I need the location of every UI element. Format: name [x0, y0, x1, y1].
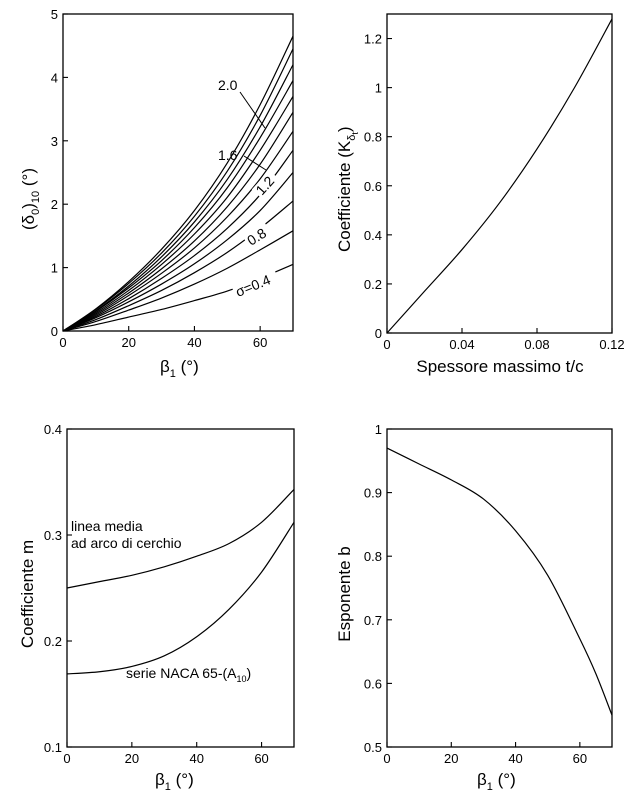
chart-ktc-curves [386, 18, 613, 334]
chart-m-ytick-label: 0.4 [44, 422, 62, 437]
chart-m-ticks: 0 20 40 60 0.1 0.2 0.3 0.4 [44, 422, 269, 766]
chart-delta-series-8 [62, 80, 294, 332]
chart-b-ytick-label: 0.7 [364, 613, 382, 628]
chart-m-ytick-label: 0.2 [44, 634, 62, 649]
annotation-naca: serie NACA 65-(A10) [126, 665, 251, 684]
chart-b-ytick-label: 1 [375, 422, 382, 437]
chart-ktc: 0 0.04 0.08 0.12 0 0.2 0.4 0.6 0.8 1 1.2 Spessore … [335, 13, 625, 376]
chart-b-ytick-label: 0.5 [364, 740, 382, 755]
annotation-sigma-0-4: σ=0.4 [233, 271, 273, 300]
chart-delta-series-9 [62, 64, 294, 332]
chart-delta-series-5 [62, 130, 294, 332]
chart-delta-xtick-label: 0 [59, 335, 66, 350]
chart-b-xtick-label: 60 [573, 751, 587, 766]
chart-m-xtick-label: 20 [125, 751, 139, 766]
chart-ktc-xtick-label: 0.12 [599, 337, 624, 352]
chart-m-frame [66, 428, 295, 748]
chart-delta-frame [62, 13, 294, 332]
annotation-leader-2-0 [239, 91, 266, 129]
chart-m-curves [66, 488, 295, 675]
chart-delta-ytick-label: 4 [51, 70, 58, 85]
chart-ktc-ytick-label: 1.2 [364, 32, 382, 47]
chart-ktc-xtick-label: 0 [383, 337, 390, 352]
annotation-arc-line-1: linea media [71, 518, 143, 534]
chart-m-xtick-label: 60 [254, 751, 268, 766]
chart-delta-ytick-label: 0 [51, 324, 58, 339]
chart-m-series-1 [66, 521, 295, 675]
chart-ktc-series-0 [386, 18, 613, 334]
chart-m-ytick-label: 0.3 [44, 528, 62, 543]
chart-b-curves [386, 447, 613, 716]
chart-ktc-ticks: 0 0.04 0.08 0.12 0 0.2 0.4 0.6 0.8 1 1.2 [364, 32, 625, 352]
chart-delta-ytick-label: 1 [51, 261, 58, 276]
chart-delta-series-4 [62, 149, 294, 332]
chart-ktc-ylabel: Coefficiente (Kδt) [335, 126, 360, 252]
chart-ktc-ytick-label: 0.8 [364, 130, 382, 145]
chart-b-ylabel: Esponente b [335, 546, 354, 641]
chart-ktc-ytick-label: 0.4 [364, 228, 382, 243]
chart-ktc-xtick-label: 0.08 [524, 337, 549, 352]
annotation-sigma-2-0: 2.0 [218, 77, 238, 93]
chart-delta-xtick-label: 20 [121, 335, 135, 350]
chart-b-xtick-label: 20 [444, 751, 458, 766]
chart-m-xtick-label: 0 [63, 751, 70, 766]
chart-b-xtick-label: 40 [508, 751, 522, 766]
chart-ktc-xlabel: Spessore massimo t/c [416, 357, 584, 376]
chart-m-xtick-label: 40 [189, 751, 203, 766]
chart-delta-series-6 [62, 111, 294, 332]
annotation-arc-line-2: ad arco di cerchio [71, 535, 182, 551]
chart-b-ytick-label: 0.8 [364, 549, 382, 564]
chart-m: 0 20 40 60 0.1 0.2 0.3 0.4 β1 (°) Coefficiente … [18, 422, 295, 793]
chart-b-frame [386, 428, 613, 748]
chart-b-xlabel: β1 (°) [477, 770, 516, 793]
chart-m-series-0 [66, 488, 295, 589]
chart-ktc-ytick-label: 0.6 [364, 179, 382, 194]
chart-m-ylabel: Coefficiente m [18, 540, 37, 648]
chart-b-ytick-label: 0.6 [364, 676, 382, 691]
chart-b-ticks: 0 20 40 60 0.5 0.6 0.7 0.8 0.9 1 [364, 422, 587, 766]
chart-delta-ytick-label: 2 [51, 197, 58, 212]
chart-delta-ytick-label: 5 [51, 7, 58, 22]
chart-b-series-0 [386, 447, 613, 716]
chart-delta-xtick-label: 60 [253, 335, 267, 350]
chart-delta-curves [62, 35, 294, 332]
annotation-leader-1-6 [243, 155, 267, 171]
annotation-sigma-1-6: 1.6 [218, 147, 238, 163]
chart-m-ytick-label: 0.1 [44, 740, 62, 755]
chart-delta-series-3 [62, 172, 294, 332]
chart-delta-xtick-label: 40 [187, 335, 201, 350]
chart-ktc-ytick-label: 0 [375, 326, 382, 341]
chart-ktc-xtick-label: 0.04 [449, 337, 474, 352]
chart-b: 0 20 40 60 0.5 0.6 0.7 0.8 0.9 1 β1 (°) Esponente… [335, 422, 613, 793]
chart-delta-ytick-label: 3 [51, 134, 58, 149]
chart-ktc-ytick-label: 0.2 [364, 277, 382, 292]
chart-delta-xlabel: β1 (°) [160, 357, 199, 380]
chart-delta-series-11 [62, 35, 294, 332]
chart-b-xtick-label: 0 [383, 751, 390, 766]
chart-delta-ticks: 0 20 40 60 0 1 2 3 4 5 [51, 7, 268, 350]
chart-ktc-ytick-label: 1 [375, 81, 382, 96]
chart-delta-series-1 [62, 230, 294, 332]
chart-delta-series-7 [62, 96, 294, 332]
chart-m-xlabel: β1 (°) [155, 770, 194, 793]
chart-b-ytick-label: 0.9 [364, 486, 382, 501]
chart-ktc-frame [386, 13, 613, 334]
chart-delta-ylabel: (δ0)10 (°) [19, 168, 42, 230]
